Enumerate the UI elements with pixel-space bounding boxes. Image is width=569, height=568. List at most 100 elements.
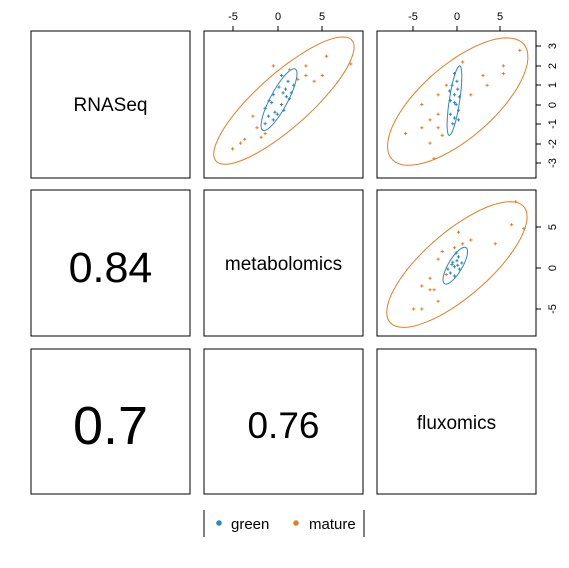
point-mature [403,131,408,136]
point-green [446,267,450,271]
point-green [273,110,277,114]
point-mature [469,93,473,97]
point-green [455,79,459,83]
point-mature [320,73,324,78]
point-green [460,261,464,265]
point-mature [255,126,259,130]
point-green [456,118,461,122]
point-green [452,116,457,120]
point-green [263,106,267,110]
point-green [267,99,271,103]
point-mature [239,141,243,145]
right-tick-label-row2-1: 0 [547,265,559,271]
point-green [454,251,458,255]
right-tick-label-row2-0: 5 [547,224,559,230]
right-tick-label-row1-2: 1 [547,82,559,88]
point-green [450,83,454,87]
ellipse-mature [387,37,529,166]
point-mature [501,64,505,68]
point-mature [324,54,328,58]
right-tick-label-row1-4: -1 [547,119,559,129]
point-green [448,271,452,275]
point-green [275,112,279,116]
right-axis-row1: 3 2 1 0 -1 -2 -3 [535,43,559,168]
point-mature [518,48,522,52]
point-mature [420,307,424,311]
point-mature [428,141,432,145]
point-green [451,122,455,126]
point-mature [440,249,444,254]
legend-label-green: green [231,516,269,533]
point-green [456,108,461,112]
point-mature [263,131,267,136]
point-green [448,99,452,103]
corr-fluxomics-rnaseq: 0.7 [73,396,148,456]
point-mature [349,62,353,66]
point-mature [481,73,485,78]
right-tick-label-row1-5: -2 [547,139,559,149]
point-green [279,73,284,78]
ellipse-mature [213,36,355,165]
point-mature [432,157,436,161]
point-mature [251,114,255,118]
panel-frame-3-2 [203,348,364,495]
point-mature [522,226,526,231]
point-mature [436,257,440,261]
point-mature [501,72,505,76]
point-mature [485,83,489,87]
point-green [289,91,293,95]
point-green [286,79,290,83]
point-green [452,72,457,76]
point-green [456,87,460,91]
panel-frame-1-2 [203,30,364,179]
point-green [288,97,292,101]
legend: green mature [203,510,365,537]
legend-label-mature: mature [309,516,356,533]
point-green [456,255,461,259]
point-green [457,95,461,99]
point-mature [428,118,432,122]
point-green [266,114,270,118]
right-tick-label-row2-2: -5 [547,304,559,314]
point-mature [456,230,461,234]
diag-label-metabolomics: metabolomics [225,254,342,275]
point-green [284,95,288,99]
legend-marker-green [216,520,222,526]
point-mature [432,288,436,292]
top-tick-label-col3-0: -5 [408,11,418,23]
point-mature [436,126,440,130]
top-tick-label-col3-1: 0 [454,11,460,23]
point-green [279,102,284,107]
point-mature [288,68,292,72]
point-mature [243,137,247,141]
scatter-panel-rnaseq-fluxomics [387,37,529,166]
diag-label-rnaseq: RNASeq [74,95,148,116]
top-tick-label-col2-2: 5 [319,11,325,23]
top-tick-label-col3-2: 5 [497,11,503,23]
point-mature [428,276,432,280]
diag-label-fluxomics: fluxomics [417,413,496,434]
point-green [456,263,460,267]
top-tick-label-col2-0: -5 [228,11,238,23]
panel-frame-2-2 [203,189,364,337]
point-green [448,112,452,116]
top-axis-col2: -5 0 5 [228,11,325,32]
point-green [292,83,296,87]
panel-frame-2-3 [376,189,537,337]
point-green [451,260,455,264]
point-green [452,101,457,105]
point-mature [452,246,457,250]
right-tick-label-row1-3: 0 [547,102,559,108]
point-mature [420,284,424,288]
corr-fluxomics-metabolomics: 0.76 [247,405,319,446]
point-mature [420,126,424,130]
point-mature [461,60,465,64]
point-green [448,89,452,93]
point-mature [461,242,465,246]
point-green [452,274,457,278]
legend-marker-mature [293,520,299,526]
point-mature [514,200,518,204]
point-mature [440,133,444,137]
top-tick-label-col2-1: 0 [275,11,281,23]
